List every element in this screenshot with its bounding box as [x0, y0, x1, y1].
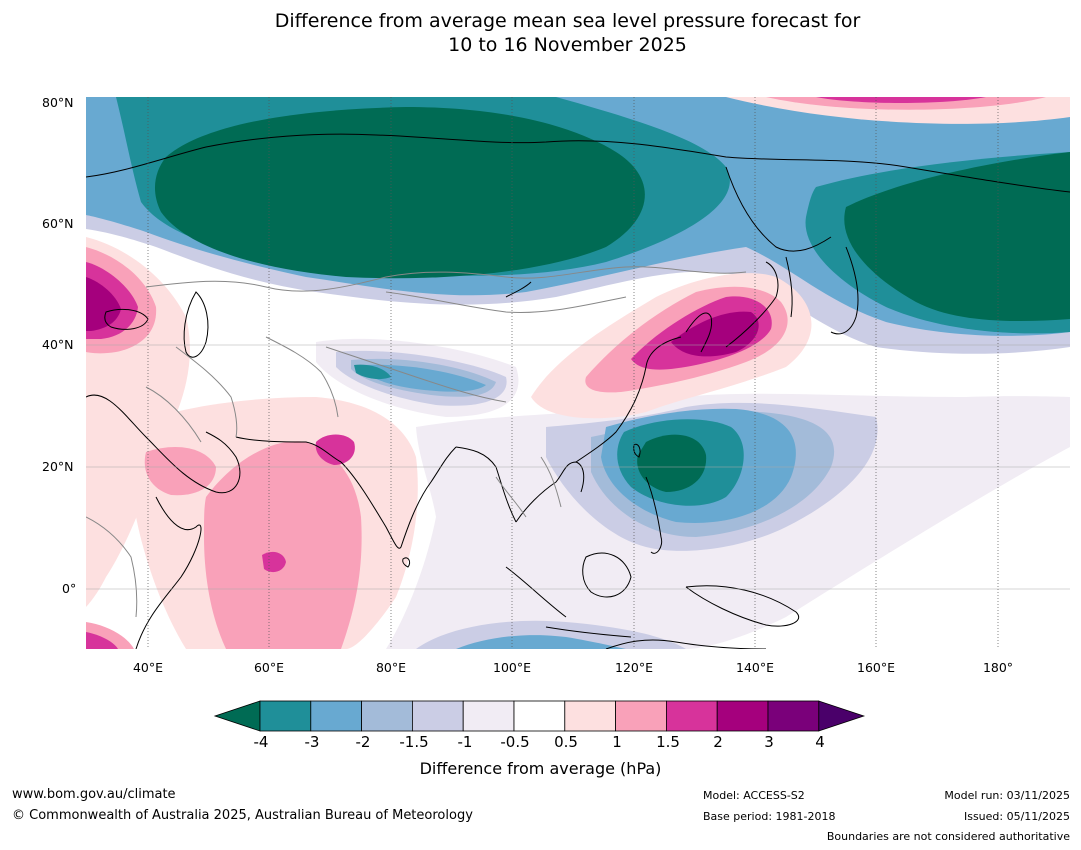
colorbar-extend-high	[818, 700, 866, 732]
contour-neg-2-south	[456, 635, 626, 649]
colorbar-segment	[716, 700, 769, 732]
contour-neg-4-pacific	[844, 152, 1070, 322]
coastline-korea	[685, 312, 713, 353]
colorbar-segment	[665, 700, 718, 732]
coastline-okhotsk	[725, 166, 832, 252]
issued-date: Issued: 05/11/2025	[963, 810, 1070, 823]
lat-label-40n: 40°N	[42, 337, 74, 352]
anomaly-contours	[86, 97, 1070, 649]
contour-pos-2-africa	[86, 632, 118, 649]
contour-pos-2-arctic	[816, 97, 986, 103]
title-line-1: Difference from average mean sea level p…	[274, 10, 861, 32]
colorbar-segments	[213, 700, 866, 732]
border-saudi	[145, 386, 202, 443]
model-name: Model: ACCESS-S2	[703, 789, 805, 802]
website-link[interactable]: www.bom.gov.au/climate	[12, 787, 176, 802]
colorbar-segment	[411, 700, 464, 732]
contour-neg-4-philippine-sea	[637, 434, 707, 492]
colorbar-tick: -4	[253, 733, 269, 751]
country-borders	[86, 266, 747, 618]
model-run-date: Model run: 03/11/2025	[944, 789, 1070, 802]
coastline-india	[340, 446, 457, 549]
colorbar	[213, 700, 866, 732]
contour-pos-1-indian-ocean	[204, 441, 362, 649]
lat-label-equator: 0°	[62, 581, 77, 596]
colorbar-segment	[259, 700, 312, 732]
colorbar-extend-low	[213, 700, 261, 732]
colorbar-tick: -2	[355, 733, 371, 751]
gridlines	[86, 97, 1070, 649]
coastline-lake-baikal	[505, 281, 532, 298]
coastline-africa-east	[135, 496, 202, 649]
coastline-black-sea	[104, 308, 149, 330]
border-iran-iraq	[175, 346, 238, 438]
boundary-disclaimer: Boundaries are not considered authoritat…	[826, 830, 1070, 843]
chart-title: Difference from average mean sea level p…	[0, 9, 1081, 57]
colorbar-segment	[513, 700, 566, 732]
lon-label-60e: 60°E	[253, 660, 285, 675]
copyright-text: © Commonwealth of Australia 2025, Austra…	[12, 808, 473, 823]
contour-neg-4-siberia	[154, 107, 645, 279]
contour-neg-4-tibet-core	[354, 364, 391, 380]
lon-label-80e: 80°E	[375, 660, 407, 675]
coastline-borneo	[582, 552, 632, 598]
colorbar-tick: 0.5	[554, 733, 578, 751]
coastline-philippines	[645, 476, 663, 554]
coastline-sri-lanka	[402, 557, 411, 568]
lon-label-120e: 120°E	[614, 660, 654, 675]
colorbar-tick: -3	[304, 733, 320, 751]
coastline-indochina	[515, 461, 585, 523]
border-africa	[86, 516, 138, 618]
coastline-sumatra	[505, 566, 567, 618]
coastline-kamchatka	[830, 246, 859, 335]
colorbar-tick: -0.5	[500, 733, 530, 751]
lon-label-180: 180°	[982, 660, 1014, 675]
coastline-sakhalin	[785, 256, 793, 318]
coastline-iran	[235, 436, 342, 463]
contour-pos-2-europe	[86, 277, 121, 331]
colorbar-segment	[310, 700, 363, 732]
lat-label-80n: 80°N	[42, 95, 74, 110]
border-china-india	[325, 346, 507, 403]
border-china-mongolia	[385, 291, 627, 313]
base-period: Base period: 1981-2018	[703, 810, 836, 823]
lon-label-40e: 40°E	[132, 660, 164, 675]
contour-pos-15-arabian-sea	[315, 434, 355, 465]
coastline-china	[575, 336, 682, 463]
coastline-caspian	[183, 291, 209, 358]
contour-pos-1-arctic	[766, 97, 1046, 110]
colorbar-segment	[462, 700, 515, 732]
border-russia-south	[145, 266, 747, 292]
colorbar-segment	[564, 700, 616, 732]
coastline-taiwan	[633, 443, 641, 458]
title-line-2: 10 to 16 November 2025	[448, 34, 687, 56]
coastline-japan	[725, 261, 779, 348]
coastline-arabia	[86, 394, 241, 494]
colorbar-segment	[767, 700, 820, 732]
colorbar-segment	[615, 700, 667, 732]
colorbar-tick: 2	[713, 733, 723, 751]
colorbar-tick: 4	[815, 733, 825, 751]
lon-label-140e: 140°E	[735, 660, 775, 675]
contour-neg-3-tibet	[361, 364, 486, 392]
colorbar-tick: 1	[612, 733, 622, 751]
pressure-anomaly-map	[86, 97, 1070, 649]
border-seasia	[495, 476, 527, 518]
colorbar-label: Difference from average (hPa)	[419, 759, 662, 778]
lon-label-160e: 160°E	[856, 660, 896, 675]
lon-label-100e: 100°E	[492, 660, 532, 675]
contour-pos-15-south-io	[262, 551, 286, 573]
colorbar-segment	[361, 700, 413, 732]
colorbar-tick: 1.5	[656, 733, 680, 751]
coastline-arctic	[86, 133, 1070, 193]
border-vietnam	[540, 456, 562, 508]
colorbar-tick: 3	[764, 733, 774, 751]
coastline-java	[545, 626, 632, 638]
lat-label-20n: 20°N	[42, 459, 74, 474]
colorbar-tick: -1	[457, 733, 473, 751]
border-afghanistan	[265, 336, 339, 418]
colorbar-tick: -1.5	[399, 733, 429, 751]
lat-label-60n: 60°N	[42, 216, 74, 231]
coastline-australia-north	[605, 639, 767, 649]
